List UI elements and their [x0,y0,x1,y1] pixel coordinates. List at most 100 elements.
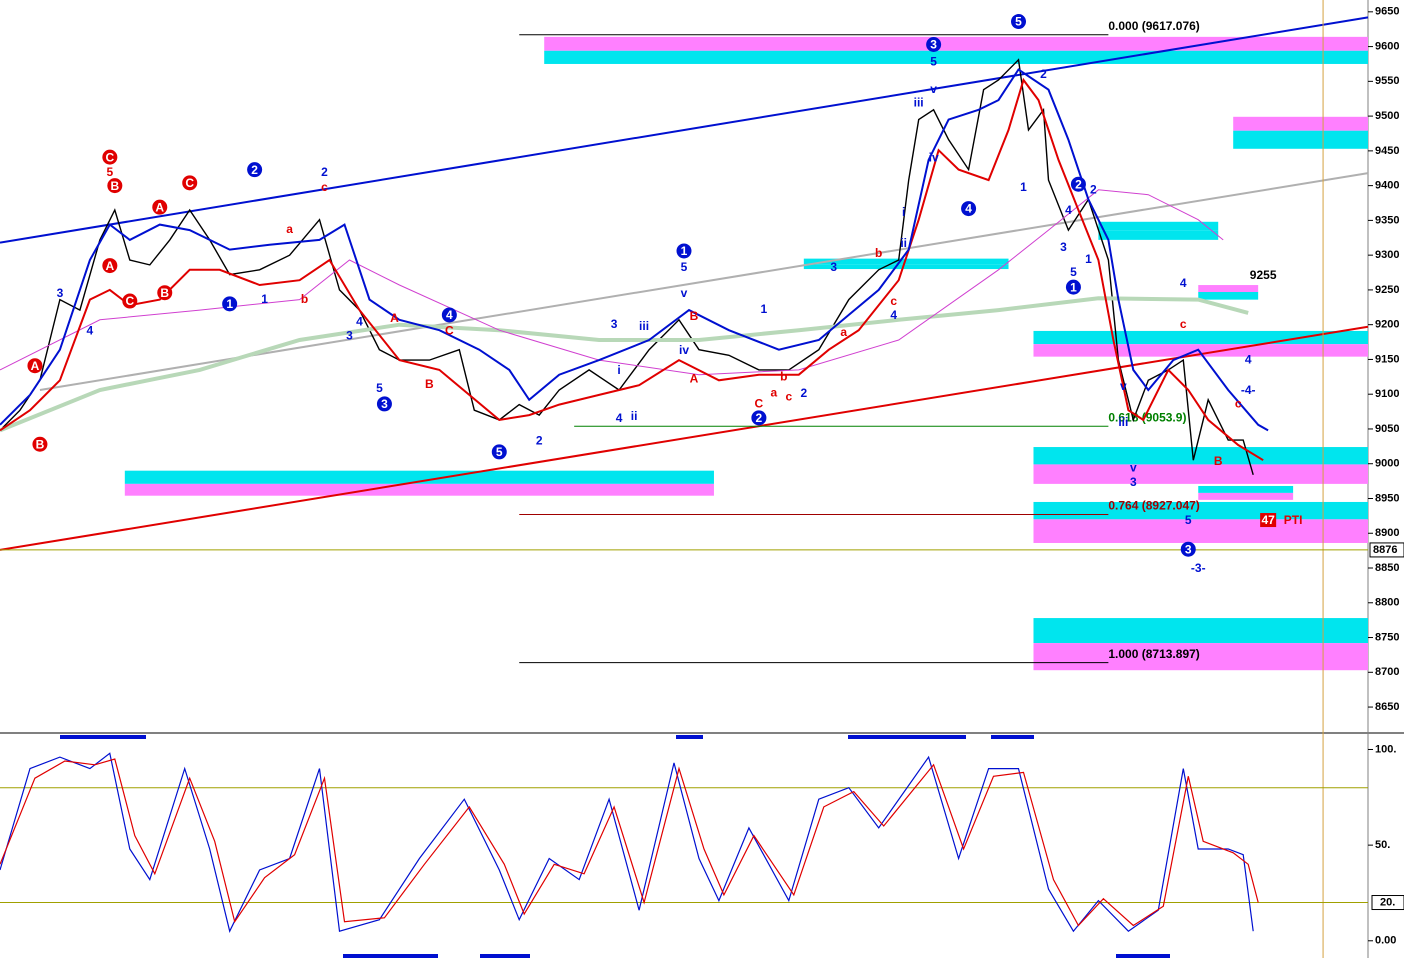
trendline [39,172,1369,392]
wave-label: B [425,377,434,391]
label-text: v [1120,379,1127,393]
fib-label: 0.618 (9053.9) [1108,410,1186,424]
zone-band [1033,519,1368,543]
level-label: 20. [1380,896,1395,908]
label-text: 4 [446,308,453,322]
label-text: 4 [890,308,897,322]
label-text: 9255 [1250,268,1277,282]
trendline [0,325,1369,551]
label-text: 2 [536,433,543,447]
zone-band [1233,116,1368,131]
zone-band [1198,492,1294,500]
label-circle [961,201,977,217]
wave-label: A [27,358,43,374]
label-text: 3 [1185,542,1192,556]
y-tick-label: 9150 [1375,353,1399,365]
label-text: 3 [930,38,937,52]
wave-label: 3 [346,328,353,342]
wave-label: 2 [536,433,543,447]
label-text: 4 [1180,276,1187,290]
label-text: 4 [616,411,623,425]
label-circle [32,436,48,452]
label-text: v [930,82,937,96]
label-text: 5 [681,260,688,274]
wave-label: iii [914,95,924,109]
label-text: A [31,359,40,373]
wave-label: ii [900,236,907,250]
wave-label: v [1120,379,1127,393]
label-text: 1 [681,244,688,258]
label-text: 3 [1060,240,1067,254]
wave-label: B [690,309,699,323]
label-text: iii [914,95,924,109]
label-circle [152,199,168,215]
label-circle [122,293,138,309]
wave-label: C [182,175,198,191]
y-tick-label: 8700 [1375,666,1399,678]
label-text: 5 [1015,15,1022,29]
y-tick-label: 9200 [1375,319,1399,331]
wave-label: 4 [961,201,977,217]
wave-label: 5 [1011,14,1027,30]
label-text: 3 [346,328,353,342]
label-text: c [890,294,897,308]
y-tick-label: 9450 [1375,145,1399,157]
wave-label: b [875,246,882,260]
y-tick-label: 9050 [1375,423,1399,435]
label-circle [926,36,942,52]
wave-label: c [890,294,897,308]
wave-label: 9255 [1250,268,1277,282]
label-text: A [155,200,164,214]
fib-label: 1.000 (8713.897) [1108,647,1199,661]
wave-label: 5 [106,165,113,179]
wave-label: C [122,293,138,309]
wave-label: 3 [611,317,618,331]
zone-band [124,483,714,496]
wave-label: iv [679,343,689,357]
label-text: v [1130,460,1137,474]
label-text: C [106,150,115,164]
label-text: 5 [496,445,503,459]
wave-label: 5 [376,381,383,395]
y-tick-label: 8850 [1375,562,1399,574]
fib-label: 0.000 (9617.076) [1108,19,1199,33]
wave-label: 2 [1090,182,1097,196]
label-text: 2 [1090,182,1097,196]
label-text: 2 [756,411,763,425]
y-tick-label: 9350 [1375,214,1399,226]
wave-label: -3- [1191,561,1206,575]
label-text: -3- [1191,561,1206,575]
label-text: 4 [1245,353,1252,367]
zone-band [1033,447,1368,465]
label-text: c [1235,396,1242,410]
zone-band [1198,292,1259,300]
series-line [0,68,1269,432]
label-text: iv [679,343,689,357]
label-text: 5 [376,381,383,395]
wave-label: PTI [1284,513,1303,527]
label-circle [1011,14,1027,30]
wave-label: iv [929,150,939,164]
label-text: 2 [800,386,807,400]
label-circle [27,358,43,374]
zone-band [803,264,1009,270]
label-circle [1180,541,1196,557]
wave-label: A [102,258,118,274]
wave-label: 3 [1060,240,1067,254]
wave-label: 2 [1040,67,1047,81]
wave-label: 5 [930,54,937,68]
label-circle [376,396,392,412]
wave-label: ii [631,409,638,423]
label-text: 4 [356,314,363,328]
y-tick-label: 8650 [1375,701,1399,713]
label-circle [441,307,457,323]
label-text: 1 [226,297,233,311]
wave-label: -4- [1241,383,1256,397]
label-circle [676,243,692,259]
signal-bars [60,735,1170,958]
wave-label: 3 [1180,541,1196,557]
label-circle [247,162,263,178]
label-text: b [780,369,787,383]
